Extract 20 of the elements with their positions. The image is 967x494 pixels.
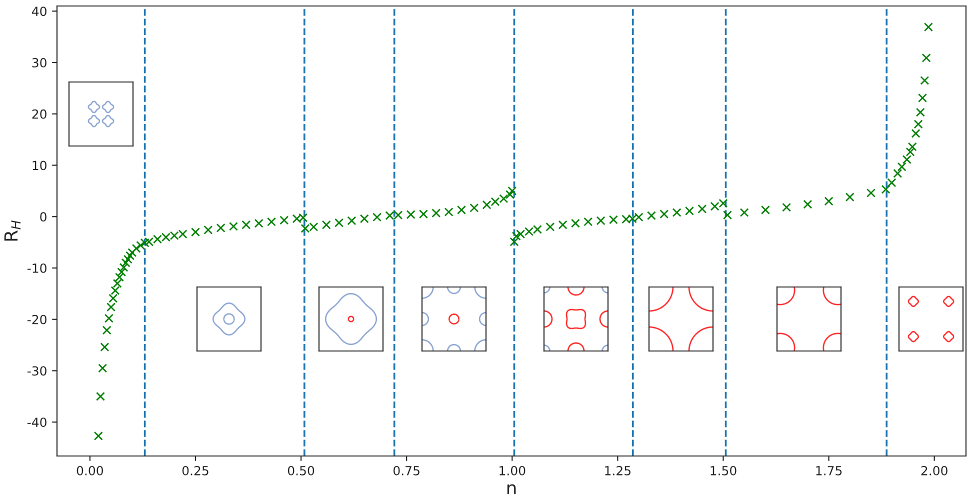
x-tick-label: 0.25 [182, 466, 208, 476]
x-tick-label: 1.25 [605, 466, 631, 476]
y-tick-label: -10 [27, 263, 46, 273]
y-tick-label: 10 [32, 160, 46, 170]
y-tick-label: 20 [32, 109, 46, 119]
y-tick-label: -20 [27, 314, 46, 324]
y-tick-label: -40 [27, 418, 46, 428]
y-tick-label: 40 [32, 6, 46, 16]
y-axis-title: R$_{H}$ [4, 220, 20, 241]
x-tick-label: 0.50 [288, 466, 314, 476]
x-tick-label: 0.75 [393, 466, 420, 476]
x-tick-label: 0.00 [76, 466, 104, 476]
x-tick-label: 1.75 [816, 466, 842, 476]
y-tick-label: 30 [32, 58, 46, 68]
x-axis-title: n [507, 484, 516, 494]
y-tick-label: 0 [40, 212, 46, 222]
y-tick-label: -30 [27, 366, 46, 376]
x-tick-label: 1.50 [710, 466, 736, 476]
x-tick-label: 2.00 [921, 466, 948, 476]
x-tick-label: 1.00 [500, 466, 526, 476]
